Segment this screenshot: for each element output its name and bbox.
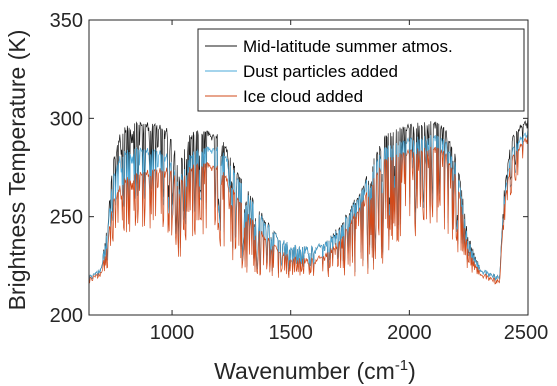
plot-area-frame — [88, 19, 529, 316]
y-tick-label-1: 250 — [50, 207, 83, 229]
series-line-1 — [88, 130, 529, 282]
ticks: 1000 1500 2000 2500 200 250 300 350 — [50, 10, 549, 344]
plot-lines — [88, 119, 529, 285]
y-tick-label-3: 350 — [50, 10, 83, 32]
legend-label-1: Dust particles added — [243, 62, 398, 81]
y-tick-label-2: 300 — [50, 108, 83, 130]
x-axis-title-main: Wavenumber (cm — [214, 358, 395, 384]
x-tick-label-1: 1500 — [268, 322, 313, 344]
legend-label-0: Mid-latitude summer atmos. — [243, 37, 453, 56]
x-axis-title-superscript: -1 — [395, 357, 408, 374]
x-tick-label-2: 2000 — [387, 322, 432, 344]
y-tick-label-0: 200 — [50, 305, 83, 327]
series-line-2 — [88, 134, 529, 285]
legend: Mid-latitude summer atmos. Dust particle… — [197, 28, 525, 112]
y-axis-title: Brightness Temperature (K) — [4, 30, 30, 311]
legend-label-2: Ice cloud added — [243, 87, 363, 106]
x-tick-label-3: 2500 — [504, 322, 549, 344]
x-axis-title: Wavenumber (cm-1) — [214, 357, 416, 384]
x-axis-title-suffix: ) — [408, 358, 416, 384]
legend-box — [197, 28, 525, 112]
x-tick-label-0: 1000 — [150, 322, 195, 344]
